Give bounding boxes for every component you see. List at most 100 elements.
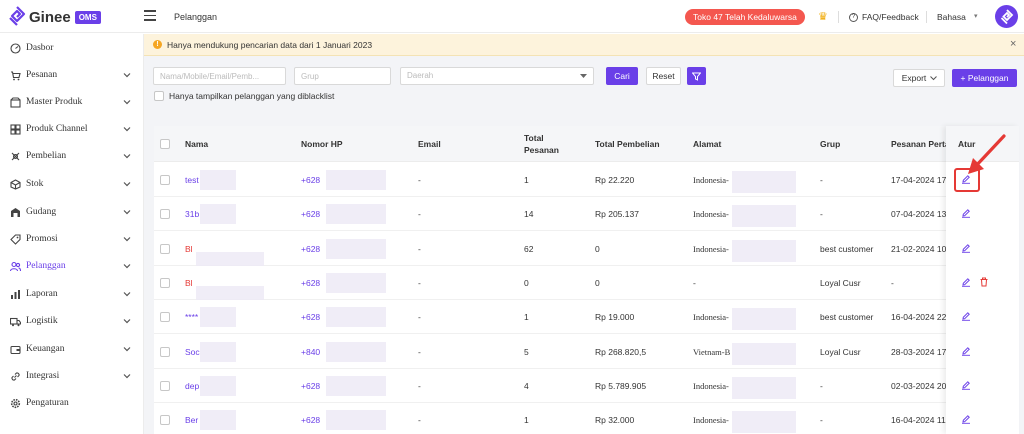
chevron-down-icon [123,127,131,132]
sidebar-item-dasbor[interactable]: Dasbor [0,35,144,62]
filter-button[interactable] [687,67,706,85]
edit-icon[interactable] [961,277,971,287]
customer-name-link[interactable]: dep [185,380,200,391]
address-cell: Indonesia- [693,380,729,391]
edit-icon[interactable] [961,243,971,253]
customer-name-link[interactable]: Ber [185,415,199,426]
search-button[interactable]: Cari [606,67,638,85]
table-row[interactable]: Soc +840 - 5 Rp 268.820,5 Vietnam-B Loyal Cusr… [154,335,1019,369]
add-customer-button[interactable]: + Pelanggan [952,69,1017,87]
header-address[interactable]: Alamat [693,139,722,149]
table-row[interactable]: 31b +628 - 14 Rp 205.137 Indonesia- - 07-04-202… [154,197,1019,232]
menu-toggle-button[interactable] [144,10,156,21]
row-checkbox[interactable] [160,415,170,426]
table-row[interactable]: dep +628 - 4 Rp 5.789.905 Indonesia- - 02-03-20… [154,369,1019,403]
phone-link[interactable]: +628 [301,277,321,288]
sidebar-item-pesanan[interactable]: Pesanan [0,62,144,89]
header-total-orders-line1[interactable]: Total [524,133,544,143]
row-checkbox[interactable] [160,243,170,254]
customer-name-link[interactable]: **** [185,312,199,323]
sidebar-item-pelanggan[interactable]: Pelanggan [0,253,144,280]
edit-icon[interactable] [961,208,971,219]
customer-name-link[interactable]: test [185,175,199,185]
row-checkbox[interactable] [160,380,170,391]
edit-icon[interactable] [961,346,971,356]
customer-name-link[interactable]: 31b [185,209,200,220]
crown-icon[interactable]: ♛ [818,11,828,23]
email-cell: - [418,312,421,323]
redacted-block [326,272,386,293]
table-row[interactable]: **** +628 - 1 Rp 19.000 Indonesia-best custom… [154,300,1019,335]
total-orders-cell: 1 [524,312,529,323]
faq-feedback-link[interactable]: ? FAQ/Feedback [849,12,919,22]
header-name[interactable]: Nama [185,139,209,149]
row-checkbox[interactable] [160,175,170,185]
sidebar-item-promosi[interactable]: Promosi [0,226,144,253]
phone-link[interactable]: +628 [301,209,321,220]
table-row[interactable]: Bl +628 - 0 0 - Loyal Cusr - [154,266,1019,300]
address-cell: Vietnam-B [693,346,731,357]
delete-icon[interactable] [979,277,989,287]
sidebar-item-keuangan[interactable]: Keuangan [0,336,144,363]
edit-icon[interactable] [961,414,971,424]
group-cell: best customer [820,243,874,254]
table-row[interactable]: Ber +628 - 1 Rp 32.000 Indonesia- - 16-04-2024 … [154,403,1019,434]
phone-link[interactable]: +628 [301,175,321,185]
header-email[interactable]: Email [418,139,441,149]
sidebar-item-pembelian[interactable]: Pembelian [0,143,144,170]
email-cell: - [418,243,421,254]
phone-link[interactable]: +628 [301,312,321,323]
customer-name-link[interactable]: Bl [185,243,193,254]
customer-name-link[interactable]: Soc [185,346,200,357]
table-row[interactable]: test +628 - 1 Rp 22.220 Indonesia- - 17-04-2024… [154,163,1019,197]
sidebar-item-produk-channel[interactable]: Produk Channel [0,116,144,143]
reset-button[interactable]: Reset [646,67,681,85]
edit-icon[interactable] [961,380,971,390]
sidebar-item-gudang[interactable]: Gudang [0,199,144,226]
blacklist-checkbox[interactable] [154,91,164,101]
avatar[interactable] [995,5,1018,28]
sidebar-item-stok[interactable]: Stok [0,171,144,198]
sidebar-item-logistik[interactable]: Logistik [0,308,144,335]
row-checkbox[interactable] [160,209,170,220]
close-icon[interactable]: × [1010,38,1017,50]
table-row[interactable]: Bl +628 - 62 0 Indonesia-best customer 21-02-2… [154,232,1019,266]
phone-link[interactable]: +628 [301,415,321,426]
language-selector[interactable]: Bahasa [937,12,966,22]
edit-icon[interactable] [961,311,971,321]
notice-text: Hanya mendukung pencarian data dari 1 Ja… [167,40,373,50]
redacted-block [326,410,386,431]
row-checkbox[interactable] [160,346,170,357]
region-select[interactable]: Daerah [400,67,594,85]
phone-link[interactable]: +628 [301,380,321,391]
phone-link[interactable]: +840 [301,346,321,357]
header-first-order[interactable]: Pesanan Pertam [891,139,958,149]
header-group[interactable]: Grup [820,139,841,149]
first-order-cell: 02-03-2024 20: [891,380,949,391]
chevron-down-icon [123,374,131,379]
sidebar-item-laporan[interactable]: Laporan [0,281,144,308]
sidebar-item-master-produk[interactable]: Master Produk [0,89,144,116]
header-total-orders-line2[interactable]: Pesanan [524,145,559,155]
chevron-down-icon [123,182,131,187]
main-content: ! Hanya mendukung pencarian data dari 1 … [144,34,1024,434]
group-input[interactable] [294,67,391,85]
search-input[interactable] [153,67,286,85]
header-total-purchase[interactable]: Total Pembelian [595,139,660,149]
filter-icon [691,72,702,81]
phone-link[interactable]: +628 [301,243,321,254]
select-all-checkbox[interactable] [160,139,170,149]
export-button[interactable]: Export [893,69,945,87]
logo[interactable]: Ginee OMS [8,6,101,28]
sidebar-item-label: Logistik [26,316,58,326]
row-checkbox[interactable] [160,312,170,323]
page-title: Pelanggan [174,12,218,22]
sidebar-item-pengaturan[interactable]: Pengaturan [0,390,144,417]
report-icon [11,290,20,299]
edit-icon[interactable] [961,174,971,184]
header-phone[interactable]: Nomor HP [301,139,343,149]
customer-name-link[interactable]: Bl [185,277,193,288]
row-checkbox[interactable] [160,277,170,288]
store-expired-alert[interactable]: Toko 47 Telah Kedaluwarsa [685,9,805,25]
sidebar-item-integrasi[interactable]: Integrasi [0,363,144,390]
